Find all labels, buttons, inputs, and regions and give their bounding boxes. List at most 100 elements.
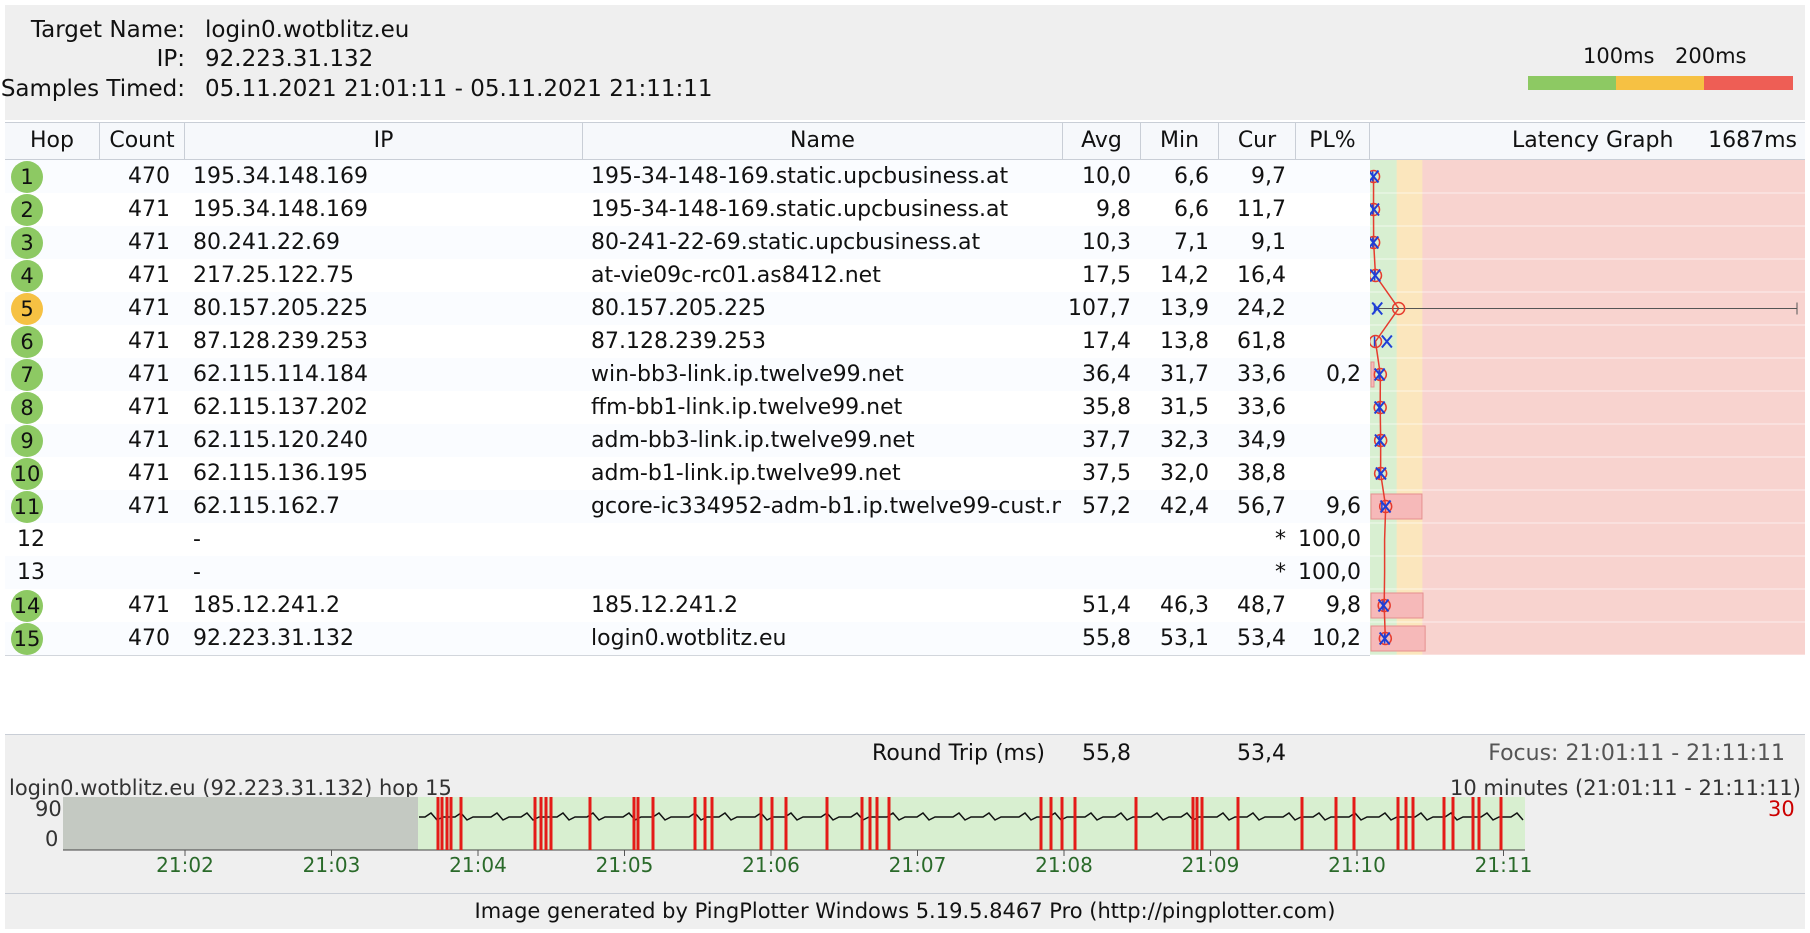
column-min[interactable]: Min (1141, 123, 1219, 159)
hop-avg: 51,4 (1082, 593, 1131, 618)
hop-name: win-bb3-link.ip.twelve99.net (591, 362, 904, 387)
timeline-right-value: 30 (1768, 797, 1795, 821)
column-avg[interactable]: Avg (1063, 123, 1141, 159)
hop-ip: 62.115.114.184 (193, 362, 368, 387)
hop-row[interactable]: 4 471 217.25.122.75 at-vie09c-rc01.as8412.n… (5, 259, 1370, 293)
hop-name: adm-b1-link.ip.twelve99.net (591, 461, 901, 486)
hop-ip: - (193, 560, 201, 585)
hop-min: 53,1 (1160, 626, 1209, 651)
hop-cur: * (1275, 560, 1286, 585)
average-marker (1378, 499, 1393, 514)
hop-row[interactable]: 14 471 185.12.241.2 185.12.241.2 51,4 46,3 48,… (5, 589, 1370, 623)
timeline-tick-label: 21:08 (1035, 853, 1093, 877)
hop-min: 13,8 (1160, 329, 1209, 354)
hop-cur: 9,7 (1251, 164, 1286, 189)
timeline-panel[interactable]: login0.wotblitz.eu (92.223.31.132) hop 1… (5, 773, 1805, 893)
hop-name: adm-bb3-link.ip.twelve99.net (591, 428, 915, 453)
timeline-tick-label: 21:09 (1182, 853, 1240, 877)
hop-pl (1296, 457, 1361, 490)
hop-name (591, 556, 1061, 589)
latency-graph[interactable] (1370, 160, 1805, 734)
hop-min: 6,6 (1174, 164, 1209, 189)
column-count[interactable]: Count (100, 123, 185, 159)
hop-name: at-vie09c-rc01.as8412.net (591, 263, 881, 288)
hop-row[interactable]: 8 471 62.115.137.202 ffm-bb1-link.ip.twelve… (5, 391, 1370, 425)
hop-ip: 62.115.137.202 (193, 395, 368, 420)
hop-number-badge: 2 (11, 194, 43, 226)
hop-count: 471 (128, 197, 170, 222)
hop-row[interactable]: 9 471 62.115.120.240 adm-bb3-link.ip.twelve… (5, 424, 1370, 458)
hop-min: 31,7 (1160, 362, 1209, 387)
hop-row[interactable]: 7 471 62.115.114.184 win-bb3-link.ip.twelve… (5, 358, 1370, 392)
hop-row[interactable]: 13 - * 100,0 (5, 556, 1370, 590)
column-name[interactable]: Name (583, 123, 1063, 159)
current-marker (1381, 334, 1393, 349)
column-hop[interactable]: Hop (5, 123, 100, 159)
hop-count: 471 (128, 329, 170, 354)
hop-pl (1296, 424, 1361, 457)
hop-ip: 92.223.31.132 (193, 626, 354, 651)
current-marker (1370, 202, 1380, 217)
hop-min: 46,3 (1160, 593, 1209, 618)
timeline-range: 10 minutes (21:01:11 - 21:11:11) (1449, 776, 1801, 800)
hop-row[interactable]: 11 471 62.115.162.7 gcore-ic334952-adm-b1.i… (5, 490, 1370, 524)
timeline-y-top: 90 (35, 797, 62, 821)
hop-avg (1063, 556, 1131, 589)
hop-row[interactable]: 10 471 62.115.136.195 adm-b1-link.ip.twelve… (5, 457, 1370, 491)
hop-pl (1296, 391, 1361, 424)
hop-name: login0.wotblitz.eu (591, 626, 787, 651)
hop-row[interactable]: 12 - * 100,0 (5, 523, 1370, 557)
scale-warn-bar (1616, 76, 1704, 90)
scale-good-bar (1528, 76, 1616, 90)
hop-count: 471 (128, 593, 170, 618)
hop-avg: 107,7 (1068, 296, 1131, 321)
hop-min: 7,1 (1174, 230, 1209, 255)
hop-row[interactable]: 15 470 92.223.31.132 login0.wotblitz.eu 55,8… (5, 622, 1370, 656)
round-trip-row: Round Trip (ms) 55,8 53,4 Focus: 21:01:1… (5, 734, 1805, 774)
target-name-label: Target Name: (30, 17, 185, 43)
hop-cur: 11,7 (1237, 197, 1286, 222)
hop-cur: 16,4 (1237, 263, 1286, 288)
hop-avg: 55,8 (1082, 626, 1131, 651)
column-latency-graph[interactable]: Latency Graph 1687ms (1370, 123, 1805, 159)
hop-row[interactable]: 1 470 195.34.148.169 195-34-148-169.static.… (5, 160, 1370, 194)
focus-range[interactable]: Focus: 21:01:11 - 21:11:11 (1488, 741, 1785, 766)
ip-value: 92.223.31.132 (205, 46, 374, 72)
hop-min: 31,5 (1160, 395, 1209, 420)
hop-name: 80.157.205.225 (591, 296, 766, 321)
timeline-chart[interactable]: 21:02 21:03 21:04 21:05 21:06 21:07 21:08 21:09… (5, 773, 1805, 893)
average-marker (1373, 466, 1388, 481)
hop-pl (1296, 160, 1361, 193)
hop-row[interactable]: 2 471 195.34.148.169 195-34-148-169.static.… (5, 193, 1370, 227)
timeline-no-data-area (63, 797, 418, 850)
scale-label-200: 200ms (1675, 44, 1747, 68)
scale-bad-bar (1704, 76, 1793, 90)
scale-label-100: 100ms (1583, 44, 1655, 68)
timeline-tick-label: 21:07 (889, 853, 947, 877)
round-trip-label: Round Trip (ms) (872, 741, 1045, 766)
hop-number-badge: 14 (11, 590, 43, 622)
hop-number-badge: 9 (11, 425, 43, 457)
average-marker (1370, 169, 1381, 184)
hop-row[interactable]: 3 471 80.241.22.69 80-241-22-69.static.upcb… (5, 226, 1370, 260)
column-pl[interactable]: PL% (1296, 123, 1370, 159)
hop-avg: 37,5 (1082, 461, 1131, 486)
hop-pl: 10,2 (1312, 626, 1361, 651)
timeline-tick-label: 21:05 (596, 853, 654, 877)
hop-name: 80-241-22-69.static.upcbusiness.at (591, 230, 981, 255)
column-cur[interactable]: Cur (1219, 123, 1296, 159)
timeline-latency-trace (419, 812, 1524, 821)
hop-row[interactable]: 6 471 87.128.239.253 87.128.239.253 17,4 13,8… (5, 325, 1370, 359)
column-ip[interactable]: IP (185, 123, 583, 159)
hop-cur: 33,6 (1237, 362, 1286, 387)
hop-name: gcore-ic334952-adm-b1.ip.twelve99-cust.n (591, 494, 1061, 519)
hop-row[interactable]: 5 471 80.157.205.225 80.157.205.225 107,7 13,… (5, 292, 1370, 326)
hop-count: 471 (128, 395, 170, 420)
footer-text: Image generated by PingPlotter Windows 5… (474, 899, 1336, 923)
average-marker (1373, 367, 1388, 382)
hop-pl (1296, 292, 1361, 325)
samples-timed-label: Samples Timed: (0, 76, 185, 102)
hop-name: 87.128.239.253 (591, 329, 766, 354)
average-marker (1373, 433, 1388, 448)
report-header: Target Name: login0.wotblitz.eu IP: 92.2… (1, 5, 1805, 120)
